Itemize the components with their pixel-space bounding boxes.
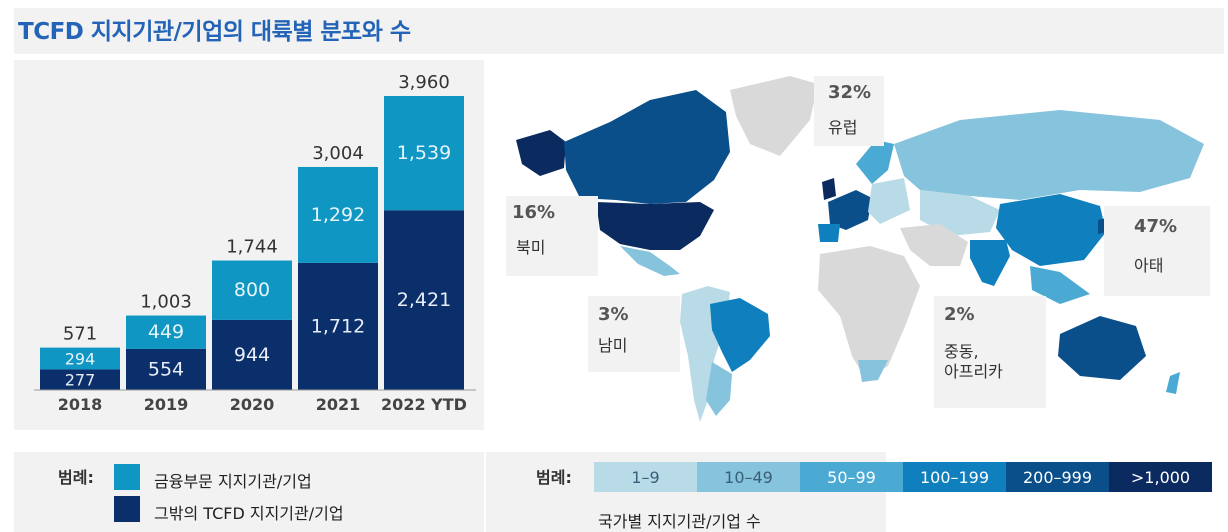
- scale-item: 100–199: [903, 462, 1006, 492]
- map-greenland: [730, 76, 818, 156]
- legend-label-financial: 금융부문 지지기관/기업: [154, 472, 312, 491]
- map-new-zealand: [1166, 372, 1180, 394]
- legend-swatch-other: [114, 496, 140, 522]
- bar-label-other: 944: [234, 344, 270, 366]
- map-color-scale: 1–9 10–49 50–99 100–199 200–999 >1,000: [594, 462, 1212, 492]
- bar-other: [126, 348, 206, 390]
- region-north-america: 16% 북미: [506, 196, 598, 276]
- map-legend-caption: 국가별 지지기관/기업 수: [598, 512, 761, 531]
- scale-item: >1,000: [1109, 462, 1212, 492]
- region-pct: 16%: [512, 202, 556, 223]
- region-name: 아태: [1134, 256, 1164, 275]
- map-australia: [1058, 316, 1146, 380]
- region-pct: 32%: [828, 82, 872, 103]
- map-china: [996, 194, 1106, 266]
- map-eastern-europe: [868, 178, 910, 224]
- map-western-europe: [828, 190, 872, 230]
- region-middle-east-africa: 2% 중동, 아프리카: [934, 296, 1046, 408]
- bar-label-financial: 294: [65, 350, 96, 369]
- region-pct: 2%: [944, 304, 975, 325]
- region-europe: 32% 유럽: [814, 76, 884, 146]
- page-title: TCFD 지지기관/기업의 대륙별 분포와 수: [18, 19, 411, 45]
- bar-label-other: 554: [148, 358, 184, 380]
- map-india: [970, 240, 1010, 286]
- bar-chart: 277 294 571 2018 554 449 1,003 2019 944 800 1,744 2…: [34, 72, 476, 414]
- legend-title: 범례:: [58, 468, 94, 487]
- bar-label-financial: 449: [148, 321, 184, 343]
- bar-total-label: 3,004: [312, 143, 364, 164]
- bar-total-label: 1,003: [140, 292, 192, 313]
- bar-label-financial: 800: [234, 279, 270, 301]
- x-tick-label: 2022 YTD: [381, 395, 467, 414]
- bar-other: [298, 262, 378, 390]
- legend-title: 범례:: [536, 468, 572, 487]
- legend-label-other: 그밖의 TCFD 지지기관/기업: [154, 504, 344, 523]
- scale-item: 1–9: [594, 462, 697, 492]
- map-scandinavia: [856, 140, 894, 184]
- bar-label-financial: 1,539: [397, 142, 451, 164]
- bar-total-label: 1,744: [226, 237, 278, 258]
- bar-financial: [212, 260, 292, 320]
- map-africa: [818, 246, 920, 380]
- map-brazil: [710, 298, 770, 372]
- region-name: 중동, 아프리카: [944, 342, 1003, 381]
- map-alaska: [516, 130, 566, 176]
- map-iberia: [818, 224, 840, 242]
- bar-label-financial: 1,292: [311, 204, 365, 226]
- legend-swatch-financial: [114, 464, 140, 490]
- bar-financial: [40, 347, 120, 370]
- bar-other: [40, 369, 120, 390]
- bar-legend: 범례: 금융부문 지지기관/기업 그밖의 TCFD 지지기관/기업: [14, 452, 484, 532]
- map-uk: [822, 178, 836, 200]
- title-bar: [14, 8, 1224, 54]
- map-southeast-asia: [1030, 266, 1090, 304]
- map-south-africa: [858, 360, 888, 382]
- bar-financial: [126, 315, 206, 349]
- map-usa: [596, 202, 714, 250]
- region-asia-pacific: 47% 아태: [1104, 206, 1210, 296]
- x-tick-label: 2021: [316, 395, 361, 414]
- bar-label-other: 277: [65, 371, 96, 390]
- scale-item: 50–99: [800, 462, 903, 492]
- map-mexico: [620, 246, 680, 276]
- scale-item: 10–49: [697, 462, 800, 492]
- map-argentina: [706, 362, 732, 416]
- scale-item: 200–999: [1006, 462, 1109, 492]
- region-south-america: 3% 남미: [588, 296, 680, 372]
- bar-label-other: 1,712: [311, 315, 365, 337]
- region-name: 북미: [516, 238, 546, 257]
- bar-financial: [384, 96, 464, 211]
- region-name: 유럽: [828, 118, 858, 137]
- region-pct: 47%: [1134, 216, 1178, 237]
- map-russia: [894, 110, 1204, 200]
- bar-total-label: 3,960: [398, 72, 450, 93]
- bar-other: [384, 210, 464, 390]
- bar-other: [212, 319, 292, 390]
- region-pct: 3%: [598, 304, 629, 325]
- bar-label-other: 2,421: [397, 289, 451, 311]
- x-tick-label: 2018: [58, 395, 103, 414]
- map-canada: [564, 90, 730, 204]
- map-middle-east: [900, 224, 968, 266]
- x-tick-label: 2020: [230, 395, 275, 414]
- bar-total-label: 571: [63, 324, 97, 345]
- bar-financial: [298, 166, 378, 263]
- region-name: 남미: [598, 336, 628, 355]
- bar-chart-panel: 277 294 571 2018 554 449 1,003 2019 944 800 1,744 2…: [14, 60, 484, 430]
- x-tick-label: 2019: [144, 395, 189, 414]
